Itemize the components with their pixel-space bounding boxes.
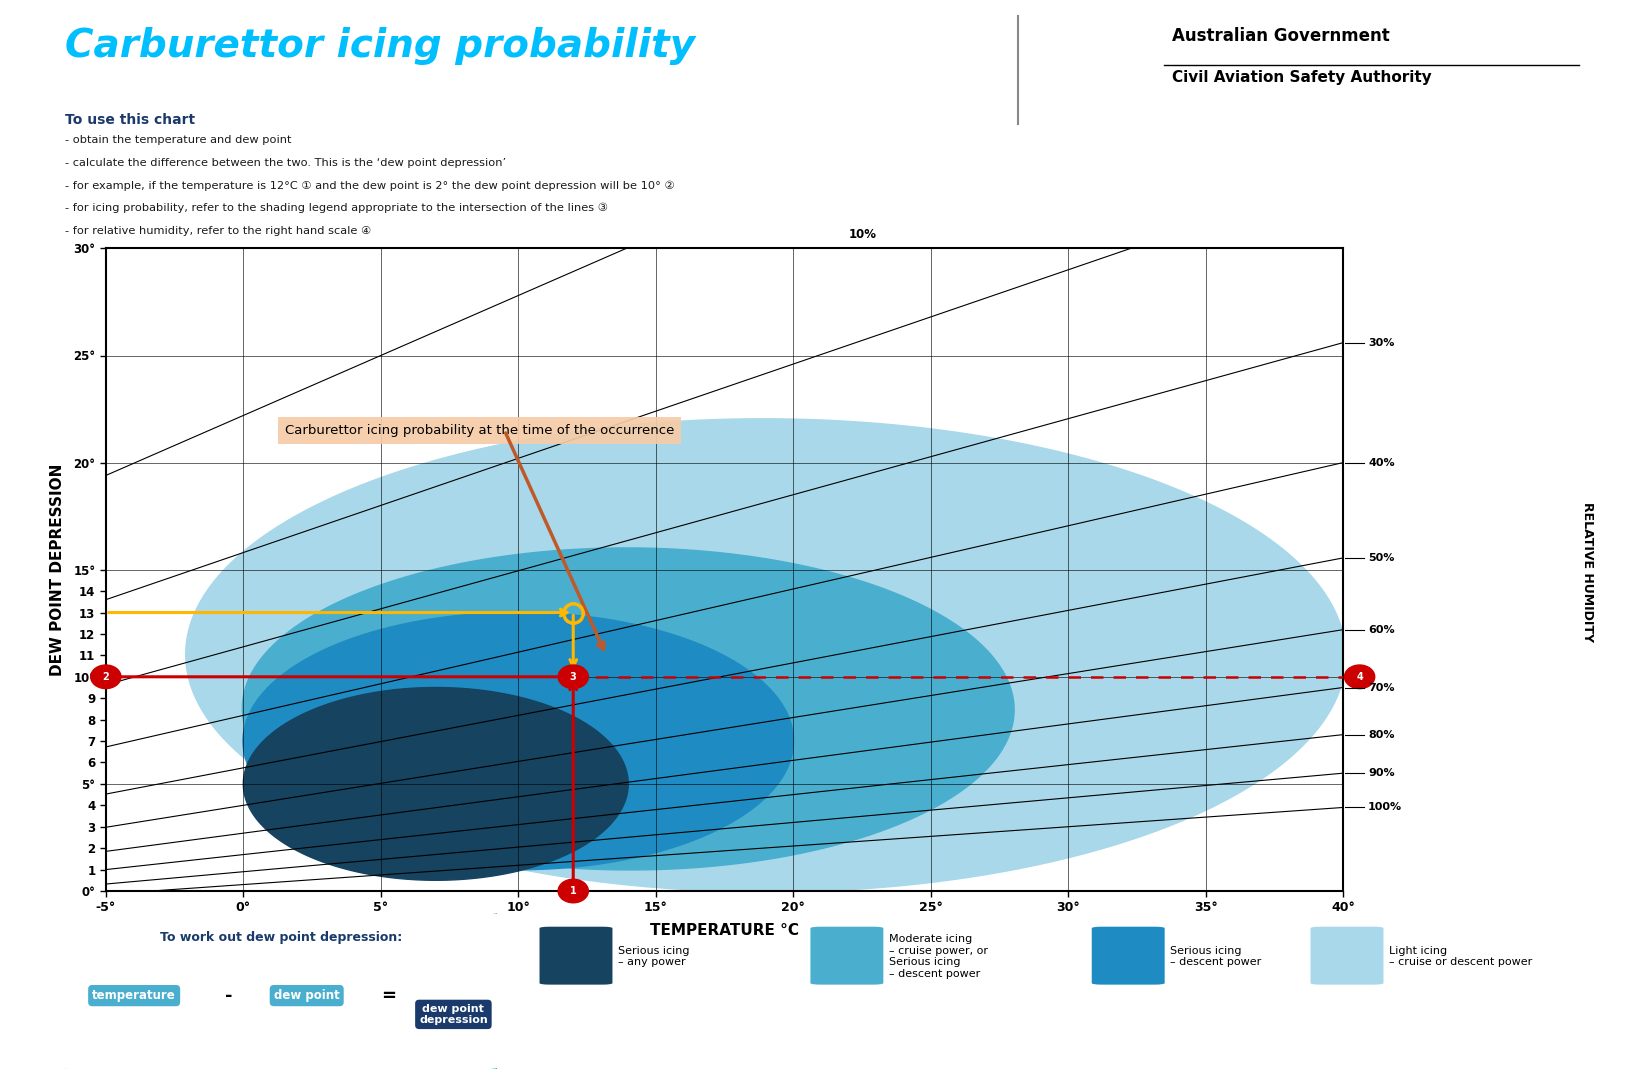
- Text: dew point
depression: dew point depression: [418, 1003, 488, 1025]
- Text: RELATIVE HUMIDITY: RELATIVE HUMIDITY: [1581, 502, 1594, 643]
- Text: - for icing probability, refer to the shading legend appropriate to the intersec: - for icing probability, refer to the sh…: [65, 203, 609, 214]
- Text: 1: 1: [570, 886, 576, 896]
- X-axis label: TEMPERATURE °C: TEMPERATURE °C: [650, 922, 799, 937]
- Polygon shape: [243, 612, 793, 869]
- Text: 40%: 40%: [1368, 458, 1395, 468]
- FancyBboxPatch shape: [57, 912, 501, 1070]
- FancyBboxPatch shape: [811, 927, 884, 985]
- Text: temperature: temperature: [93, 989, 176, 1002]
- Text: Carburettor icing probability: Carburettor icing probability: [65, 27, 695, 65]
- Circle shape: [91, 665, 120, 689]
- Polygon shape: [243, 548, 1014, 869]
- Text: - for example, if the temperature is 12°C ① and the dew point is 2° the dew poin: - for example, if the temperature is 12°…: [65, 180, 676, 191]
- Text: Serious icing
– descent power: Serious icing – descent power: [1171, 946, 1262, 968]
- Text: Civil Aviation Safety Authority: Civil Aviation Safety Authority: [1172, 70, 1433, 85]
- Text: 2: 2: [103, 672, 109, 681]
- Circle shape: [558, 879, 588, 903]
- Text: Australian Government: Australian Government: [1172, 27, 1390, 45]
- Text: Light icing
– cruise or descent power: Light icing – cruise or descent power: [1389, 946, 1532, 968]
- Circle shape: [558, 665, 588, 689]
- Y-axis label: DEW POINT DEPRESSION: DEW POINT DEPRESSION: [50, 463, 65, 676]
- Text: 80%: 80%: [1368, 730, 1395, 740]
- Text: 10%: 10%: [848, 228, 876, 241]
- Text: =: =: [381, 987, 396, 1004]
- Text: -: -: [225, 987, 233, 1004]
- Text: - calculate the difference between the two. This is the ‘dew point depression’: - calculate the difference between the t…: [65, 158, 506, 167]
- Text: 50%: 50%: [1368, 553, 1395, 563]
- Text: Moderate icing
– cruise power, or
Serious icing
– descent power: Moderate icing – cruise power, or Seriou…: [889, 934, 988, 978]
- Text: - for relative humidity, refer to the right hand scale ④: - for relative humidity, refer to the ri…: [65, 226, 371, 235]
- Text: 70%: 70%: [1368, 683, 1395, 692]
- Circle shape: [1345, 665, 1374, 689]
- Text: 3: 3: [570, 672, 576, 681]
- FancyBboxPatch shape: [1311, 927, 1384, 985]
- Text: 4: 4: [1356, 672, 1363, 681]
- Text: To work out dew point depression:: To work out dew point depression:: [160, 931, 402, 944]
- Polygon shape: [243, 688, 628, 880]
- Text: Serious icing
– any power: Serious icing – any power: [617, 946, 689, 968]
- Text: 30%: 30%: [1368, 338, 1395, 348]
- Polygon shape: [186, 419, 1346, 891]
- Text: 100%: 100%: [1368, 802, 1402, 812]
- Text: To use this chart: To use this chart: [65, 113, 195, 127]
- Text: dew point: dew point: [274, 989, 340, 1002]
- Text: 90%: 90%: [1368, 768, 1395, 779]
- FancyBboxPatch shape: [539, 927, 612, 985]
- Text: 60%: 60%: [1368, 624, 1395, 635]
- Text: Carburettor icing probability at the time of the occurrence: Carburettor icing probability at the tim…: [285, 424, 674, 437]
- FancyBboxPatch shape: [1092, 927, 1164, 985]
- Text: - obtain the temperature and dew point: - obtain the temperature and dew point: [65, 135, 291, 145]
